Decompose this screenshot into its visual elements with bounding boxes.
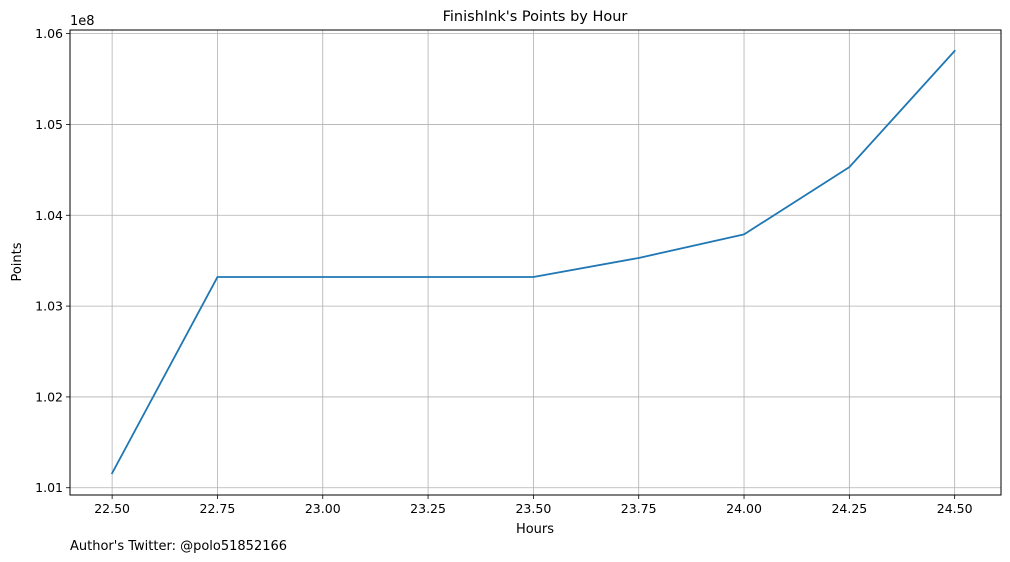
y-tick-label: 1.01	[35, 480, 63, 495]
y-tick-label: 1.03	[35, 299, 63, 314]
author-credit: Author's Twitter: @polo51852166	[70, 539, 287, 554]
y-axis-label: Points	[10, 242, 25, 281]
series-line	[110, 49, 956, 475]
y-tick-label: 1.04	[35, 208, 63, 223]
x-tick-label: 22.50	[94, 501, 130, 516]
y-tick-label: 1.06	[35, 26, 63, 41]
x-tick-label: 24.50	[937, 501, 973, 516]
x-tick-label: 23.75	[621, 501, 657, 516]
chart-title: FinishInk's Points by Hour	[443, 9, 628, 25]
y-offset-label: 1e8	[70, 14, 95, 29]
x-tick-label: 23.50	[515, 501, 551, 516]
plot-frame	[69, 29, 1002, 496]
x-axis: 22.50 22.75 23.00 23.25 23.50 23.75 24.00 24.25…	[94, 495, 973, 516]
x-axis-label: Hours	[516, 522, 554, 537]
y-tick-label: 1.05	[35, 117, 63, 132]
x-tick-label: 23.00	[305, 501, 341, 516]
x-tick-label: 23.25	[410, 501, 446, 516]
series-group	[110, 49, 956, 475]
x-tick-label: 24.25	[831, 501, 867, 516]
x-tick-label: 22.75	[200, 501, 236, 516]
y-tick-label: 1.02	[35, 389, 63, 404]
y-axis: 1.01 1.02 1.03 1.04 1.05 1.06	[35, 26, 70, 495]
grid	[70, 30, 1001, 495]
x-tick-label: 24.00	[726, 501, 762, 516]
